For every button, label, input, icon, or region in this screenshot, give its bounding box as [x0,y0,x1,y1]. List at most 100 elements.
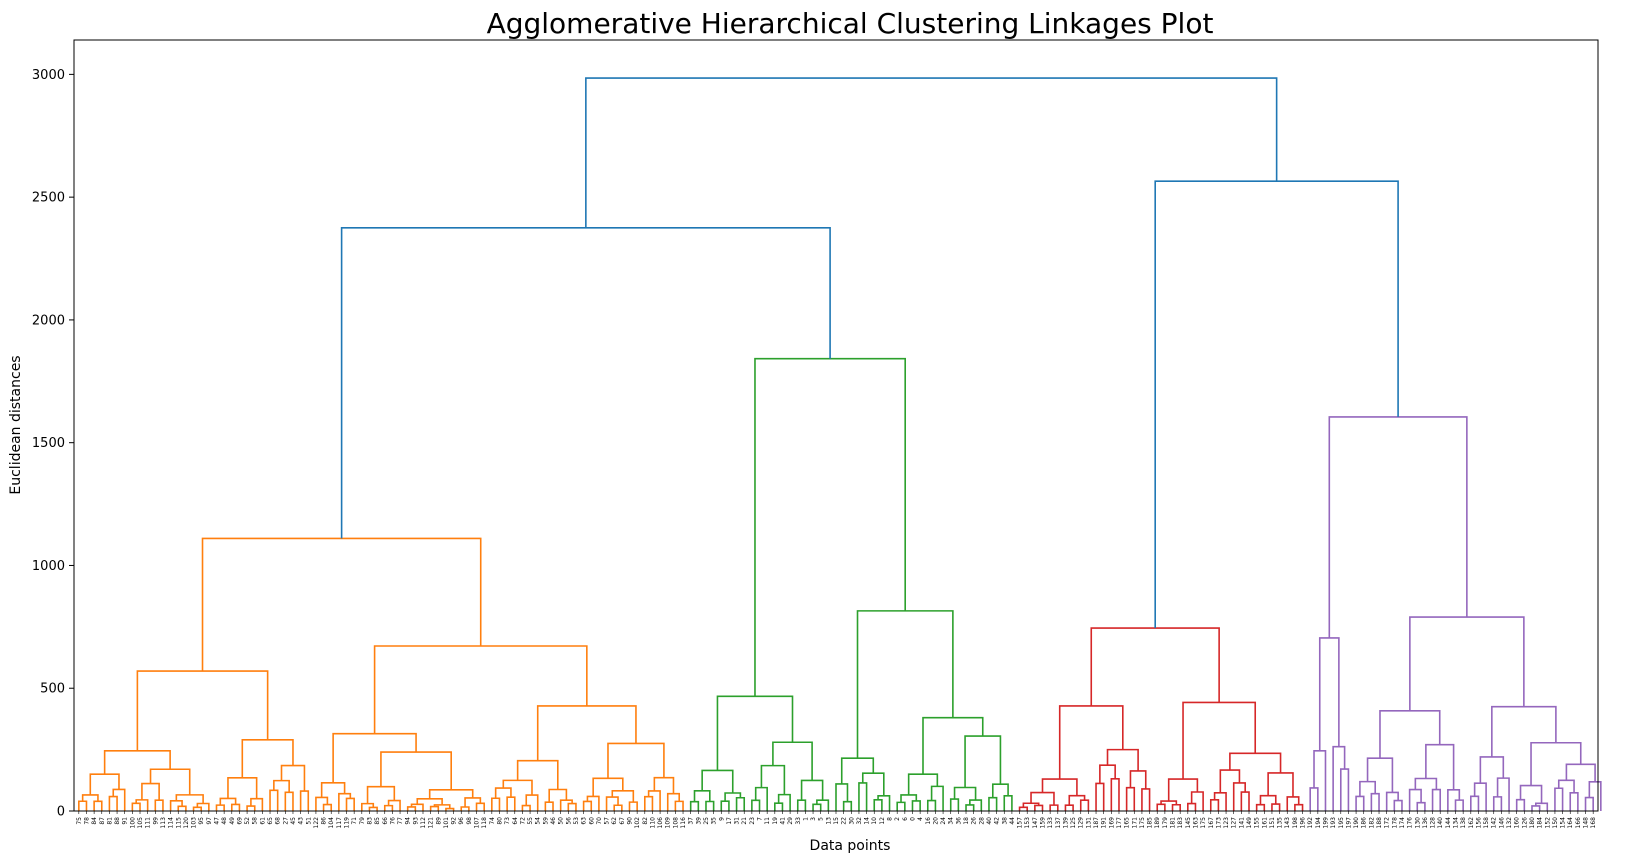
x-tick-label: 123 [1223,817,1230,829]
linkage [705,800,715,811]
x-tick-label: 48 [221,817,228,825]
linkage [1018,806,1029,811]
x-tick-label: 42 [994,817,1001,825]
x-tick-label: 131 [1085,817,1092,829]
linkage [1232,782,1246,811]
linkage [991,783,1009,798]
x-tick-label: 167 [1208,817,1215,829]
linkage [900,794,918,803]
linkage [93,800,103,811]
linkage [1129,770,1147,789]
x-tick-label: 112 [420,817,427,829]
x-tick-label: 94 [405,817,412,825]
x-tick-label: 113 [160,817,167,829]
x-tick-label: 104 [328,817,335,829]
x-tick-label: 27 [282,817,289,825]
linkage [689,800,700,811]
linkage [230,803,241,811]
linkage [861,772,885,796]
x-tick-label: 169 [1108,817,1115,829]
x-tick-label: 107 [474,817,481,829]
linkage-P2b [1491,705,1557,757]
x-tick-label: 88 [114,817,121,825]
x-tick-label: 37 [688,817,695,825]
x-tick-label: 148 [1583,817,1590,829]
linkage [735,796,746,811]
linkage [1554,787,1564,811]
x-tick-label: 20 [932,817,939,825]
linkage [693,789,711,802]
linkage [720,800,730,811]
linkage [613,804,623,811]
x-tick-label: 157 [1017,817,1024,829]
x-tick-label: 115 [175,817,182,829]
x-tick-label: 44 [1009,817,1016,825]
linkage [965,804,975,811]
x-tick-label: 134 [1453,817,1460,829]
x-tick-label: 177 [1116,817,1123,829]
linkage [1049,804,1059,811]
linkage [227,777,258,799]
x-tick-label: 175 [1200,817,1207,829]
x-tick-label: 93 [412,817,419,825]
linkage [196,802,210,811]
linkage [858,782,868,811]
x-tick-label: 198 [1292,817,1299,829]
linkage [1190,791,1204,811]
linkage [1219,769,1241,793]
linkage [246,805,256,811]
x-tick-label: 25 [703,817,710,825]
x-tick-label: 61 [259,817,266,825]
linkage [1414,777,1438,790]
x-tick-label: 156 [1475,817,1482,829]
linkage-G2b [922,716,984,775]
linkage [192,806,202,811]
linkage [816,799,830,811]
linkage [141,782,160,801]
x-tick-label: 76 [389,817,396,825]
x-tick-label: 81 [106,817,113,825]
y-tick-label: 500 [40,682,65,697]
linkage-P2a [1379,710,1441,759]
linkage [926,799,937,811]
linkage [1470,795,1480,811]
x-tick-label: 12 [879,817,886,825]
x-tick-label: 142 [1491,817,1498,829]
x-tick-label: 6 [902,817,909,821]
linkage [873,798,883,811]
x-tick-label: 18 [963,817,970,825]
linkage [930,785,944,811]
y-axis-label: Euclidean distances [8,355,24,494]
y-axis-ticks: 0 500 1000 1500 2000 2500 3000 [32,68,74,820]
linkage [1294,803,1304,811]
x-tick-label: 15 [833,817,840,825]
x-tick-label: 63 [581,817,588,825]
x-tick-label: 151 [1269,817,1276,829]
x-tick-label: 154 [1560,817,1567,829]
linkage [429,805,440,811]
x-tick-label: 136 [1422,817,1429,829]
x-tick-label: 108 [672,817,679,829]
linkage [1588,781,1602,811]
x-tick-label: 153 [1024,817,1031,829]
linkage [1425,743,1455,790]
linkage-O2a [332,732,417,783]
x-tick-label: 173 [1215,817,1222,829]
linkage-O1 [136,670,269,751]
linkage [949,798,960,811]
x-tick-label: 121 [428,817,435,829]
x-tick-label: 86 [321,817,328,825]
linkage [525,794,539,811]
linkage [988,796,998,811]
x-tick-label: 155 [1254,817,1261,829]
x-tick-label: 30 [848,817,855,825]
linkage [1309,787,1319,811]
linkage [1519,784,1543,804]
linkage [559,799,573,811]
x-tick-label: 145 [1185,817,1192,829]
x-tick-label: 197 [1345,817,1352,829]
linkage [322,803,333,811]
x-tick-label: 128 [1430,817,1437,829]
x-tick-label: 143 [1284,817,1291,829]
